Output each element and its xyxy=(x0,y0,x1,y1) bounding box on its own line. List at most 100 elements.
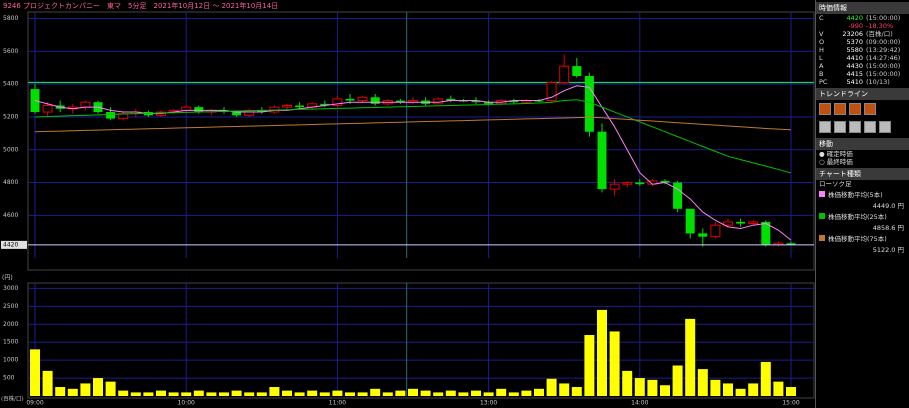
volume-bar xyxy=(345,392,355,396)
candle-body xyxy=(597,131,607,190)
candle-body xyxy=(622,182,633,185)
candle-body xyxy=(748,221,759,225)
chart-title: 9246 プロジェクトカンパニー 東マ 5分足 2021年10月12日 ～ 20… xyxy=(3,1,278,10)
volume-bar xyxy=(395,390,406,396)
quote-title: 時価情報 xyxy=(816,2,909,14)
volume-bar xyxy=(357,392,368,396)
candle-body xyxy=(106,112,116,119)
quote-cell: 5410 xyxy=(846,78,863,86)
volume-bar xyxy=(130,392,141,396)
y-tick-label: 1000 xyxy=(3,357,18,364)
volume-unit: (百株/口) xyxy=(1,395,24,403)
volume-bar xyxy=(269,387,280,396)
y-tick-label: 2500 xyxy=(3,303,18,310)
quote-row: B 4415 (15:00:00) xyxy=(816,70,909,78)
candle-body xyxy=(282,104,292,108)
volume-bar xyxy=(219,392,229,396)
quote-cell: (13:29:42) xyxy=(866,46,901,54)
option[interactable]: ● 確定時価 xyxy=(816,150,909,158)
tool[interactable] xyxy=(879,121,891,133)
option[interactable]: ○ 最終時価 xyxy=(816,158,909,166)
option-text[interactable]: ○ 最終時価 xyxy=(819,158,853,166)
volume-bar xyxy=(559,383,570,396)
last-price-box xyxy=(1,240,27,249)
tool[interactable] xyxy=(834,103,846,115)
quote-row: L 4410 (14:27:46) xyxy=(816,54,909,62)
candle-body xyxy=(509,100,519,103)
volume-bar xyxy=(382,392,393,396)
volume-bar xyxy=(622,370,633,396)
candle-body xyxy=(232,112,242,116)
last-price-label: 4420 xyxy=(3,241,18,248)
legend-item: 株価移動平均(25本) xyxy=(816,210,909,222)
x-tick-label: 15:00 xyxy=(782,400,799,407)
y-tick-label: 500 xyxy=(3,375,15,382)
moving-average xyxy=(34,85,792,241)
volume-bar xyxy=(458,392,469,396)
quote-cell: -18.30% xyxy=(866,22,894,30)
candle-body xyxy=(257,110,267,113)
tool[interactable] xyxy=(819,121,831,133)
candle-body xyxy=(471,100,481,103)
volume-bar xyxy=(496,388,507,396)
candle-body xyxy=(395,100,405,103)
volume-bar xyxy=(105,381,116,396)
volume-bar xyxy=(433,392,444,396)
chart: 9246 プロジェクトカンパニー 東マ 5分足 2021年10月12日 ～ 20… xyxy=(0,0,815,408)
tool[interactable] xyxy=(864,121,876,133)
volume-bar xyxy=(546,378,557,396)
quote-row: -990 -18.30% xyxy=(816,22,909,30)
candle-body xyxy=(609,183,620,190)
x-tick-label: 11:00 xyxy=(329,400,346,407)
volume-bar xyxy=(634,378,645,396)
volume-bar xyxy=(30,349,40,396)
tool[interactable] xyxy=(849,103,861,115)
candle-body xyxy=(584,75,594,132)
candle-body xyxy=(685,208,695,234)
move-title: 移動 xyxy=(816,138,909,150)
volume-bar xyxy=(80,383,91,396)
candle-body xyxy=(194,107,204,113)
volume-bar xyxy=(471,390,481,396)
quote-cell: O xyxy=(819,38,825,46)
moving-average xyxy=(34,99,792,174)
volume-bar xyxy=(748,383,759,396)
volume-bar xyxy=(231,390,242,396)
legend-value: 4449.0 円 xyxy=(872,202,904,210)
candle-body xyxy=(446,98,456,101)
option-text[interactable]: ● 確定時価 xyxy=(819,150,853,158)
candle-body xyxy=(673,182,683,209)
quote-row: C 4420 (15:00:00) xyxy=(816,14,909,22)
quote-cell: 4430 xyxy=(846,62,863,70)
tool[interactable] xyxy=(819,103,831,115)
y-tick-label: 1500 xyxy=(3,339,18,346)
quote-row: H 5580 (13:29:42) xyxy=(816,46,909,54)
tool[interactable] xyxy=(849,121,861,133)
volume-bar xyxy=(55,387,66,396)
quote-cell: C xyxy=(819,14,824,22)
candle-body xyxy=(332,98,343,106)
quote-cell: 23206 xyxy=(842,30,863,38)
tool[interactable] xyxy=(834,121,846,133)
candle-body xyxy=(357,96,368,102)
chart-kind-title: チャート種類 xyxy=(816,168,909,180)
candle-body xyxy=(484,102,494,104)
edit-tools xyxy=(816,118,909,136)
y-tick-label: 5000 xyxy=(3,146,18,153)
volume-bar xyxy=(735,388,746,396)
volume-bar xyxy=(710,379,721,396)
trend-title[interactable]: トレンドライン xyxy=(816,88,909,100)
volume-bar xyxy=(521,390,532,396)
volume-bar xyxy=(584,335,595,396)
tool[interactable] xyxy=(864,103,876,115)
candle-body xyxy=(345,98,355,101)
volume-bar xyxy=(370,388,381,396)
quote-cell: PC xyxy=(819,78,828,86)
quote-cell: (百株/口) xyxy=(866,30,893,38)
y-tick-label: 5800 xyxy=(3,15,18,22)
quote-cell: (10/13) xyxy=(866,78,890,86)
volume-panel xyxy=(27,282,815,399)
volume-bar xyxy=(206,392,217,396)
volume-bar xyxy=(181,392,192,396)
volume-bar xyxy=(420,390,431,396)
